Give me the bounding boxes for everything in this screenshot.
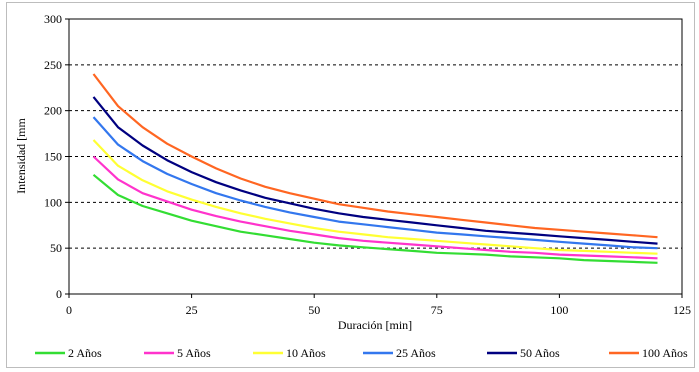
series-line-5 bbox=[92, 96, 658, 245]
tick-layer: 0 50 100 150 200 250 300 0 25 50 75 100 125 bbox=[44, 12, 691, 317]
x-tick-label: 100 bbox=[550, 303, 568, 317]
y-axis-title: Intensidad [mm bbox=[14, 118, 28, 194]
y-tick-label: 50 bbox=[50, 241, 62, 255]
legend-label-4: 25 Años bbox=[396, 346, 436, 360]
legend-label-2: 5 Años bbox=[177, 346, 211, 360]
y-tick-label: 100 bbox=[44, 195, 62, 209]
legend-label-1: 2 Años bbox=[68, 346, 102, 360]
legend-label-6: 100 Años bbox=[642, 346, 688, 360]
y-tick-label: 0 bbox=[56, 287, 62, 301]
y-tick-label: 150 bbox=[44, 150, 62, 164]
x-axis-title: Duración [min] bbox=[338, 318, 412, 332]
series-line-6 bbox=[92, 73, 658, 239]
chart-svg: 0 50 100 150 200 250 300 0 25 50 75 100 125 Duración… bbox=[14, 12, 691, 360]
legend-label-5: 50 Años bbox=[520, 346, 560, 360]
y-tick-label: 200 bbox=[44, 104, 62, 118]
x-tick-label: 125 bbox=[673, 303, 691, 317]
x-tick-label: 75 bbox=[431, 303, 443, 317]
series-layer bbox=[92, 73, 658, 264]
chart-frame: 0 50 100 150 200 250 300 0 25 50 75 100 125 Duración… bbox=[6, 2, 695, 368]
legend-label-3: 10 Años bbox=[286, 346, 326, 360]
x-tick-label: 50 bbox=[308, 303, 320, 317]
x-tick-label: 0 bbox=[66, 303, 72, 317]
y-tick-label: 300 bbox=[44, 12, 62, 26]
series-line-2 bbox=[92, 155, 658, 260]
legend: 2 Años 5 Años 10 Años 25 Años 50 Años 100 Año… bbox=[35, 346, 688, 360]
series-line-4 bbox=[92, 116, 658, 250]
series-line-1 bbox=[92, 173, 658, 264]
series-line-3 bbox=[92, 139, 658, 255]
y-tick-label: 250 bbox=[44, 58, 62, 72]
x-tick-label: 25 bbox=[186, 303, 198, 317]
